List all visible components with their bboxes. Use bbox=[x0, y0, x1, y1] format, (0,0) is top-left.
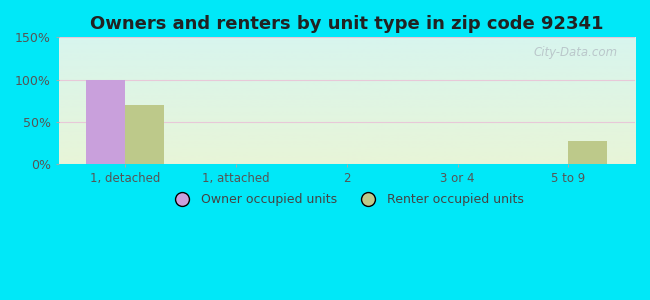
Legend: Owner occupied units, Renter occupied units: Owner occupied units, Renter occupied un… bbox=[164, 188, 529, 211]
Bar bbox=[125, 105, 164, 164]
Bar bbox=[86, 80, 125, 164]
Title: Owners and renters by unit type in zip code 92341: Owners and renters by unit type in zip c… bbox=[90, 15, 603, 33]
Text: City-Data.com: City-Data.com bbox=[534, 46, 618, 59]
Bar bbox=[569, 140, 607, 164]
